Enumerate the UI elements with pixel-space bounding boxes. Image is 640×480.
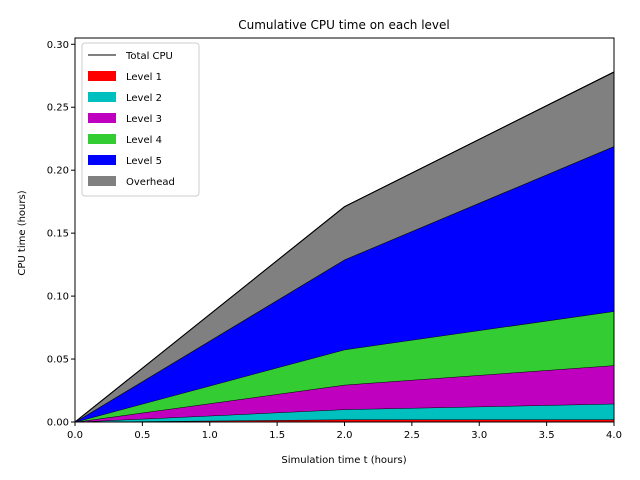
x-axis-label: Simulation time t (hours) xyxy=(281,455,406,466)
legend-label-total-cpu: Total CPU xyxy=(125,51,173,62)
total-line-group xyxy=(74,71,615,423)
y-tick-label: 0.30 xyxy=(47,40,69,51)
legend-label-overhead: Overhead xyxy=(126,177,175,188)
total-cpu-line xyxy=(74,71,615,423)
x-tick-label: 3.0 xyxy=(471,430,487,441)
legend-swatch-overhead xyxy=(88,176,116,186)
y-axis-label: CPU time (hours) xyxy=(17,190,28,275)
y-tick-label: 0.00 xyxy=(47,418,69,429)
legend-swatch-level-1 xyxy=(88,71,116,81)
x-tick-label: 3.5 xyxy=(539,430,555,441)
chart-title: Cumulative CPU time on each level xyxy=(238,18,450,32)
y-tick-label: 0.15 xyxy=(47,229,69,240)
x-tick-label: 1.0 xyxy=(202,430,218,441)
y-tick-label: 0.25 xyxy=(47,103,69,114)
area-layers xyxy=(74,71,615,423)
y-tick-label: 0.05 xyxy=(47,355,69,366)
legend-swatch-level-3 xyxy=(88,113,116,123)
legend: Total CPU Level 1 Level 2 Level 3 Level 4 Lev… xyxy=(81,42,200,197)
y-tick-label: 0.20 xyxy=(47,166,69,177)
x-tick-label: 4.0 xyxy=(606,430,622,441)
area-level-2 xyxy=(75,403,614,422)
legend-swatch-level-2 xyxy=(88,92,116,102)
legend-label-level-4: Level 4 xyxy=(126,135,162,146)
legend-label-level-3: Level 3 xyxy=(126,114,162,125)
y-axis: 0.00 0.05 0.10 0.15 0.20 0.25 0.30 xyxy=(47,40,75,429)
legend-label-level-1: Level 1 xyxy=(126,72,162,83)
legend-label-level-2: Level 2 xyxy=(126,93,162,104)
area-overhead xyxy=(75,71,614,423)
legend-swatch-level-5 xyxy=(88,155,116,165)
x-tick-label: 2.0 xyxy=(337,430,353,441)
y-tick-label: 0.10 xyxy=(47,292,69,303)
x-tick-label: 2.5 xyxy=(404,430,420,441)
legend-swatch-level-4 xyxy=(88,134,116,144)
area-level-1 xyxy=(75,419,614,422)
area-level-5 xyxy=(75,146,614,423)
x-tick-label: 0.5 xyxy=(134,430,150,441)
legend-label-level-5: Level 5 xyxy=(126,156,162,167)
area-level-3 xyxy=(75,365,614,422)
x-tick-label: 0.0 xyxy=(67,430,83,441)
x-tick-label: 1.5 xyxy=(269,430,285,441)
area-level-4 xyxy=(75,311,614,422)
x-axis: 0.0 0.5 1.0 1.5 2.0 2.5 3.0 3.5 4.0 xyxy=(67,422,622,441)
